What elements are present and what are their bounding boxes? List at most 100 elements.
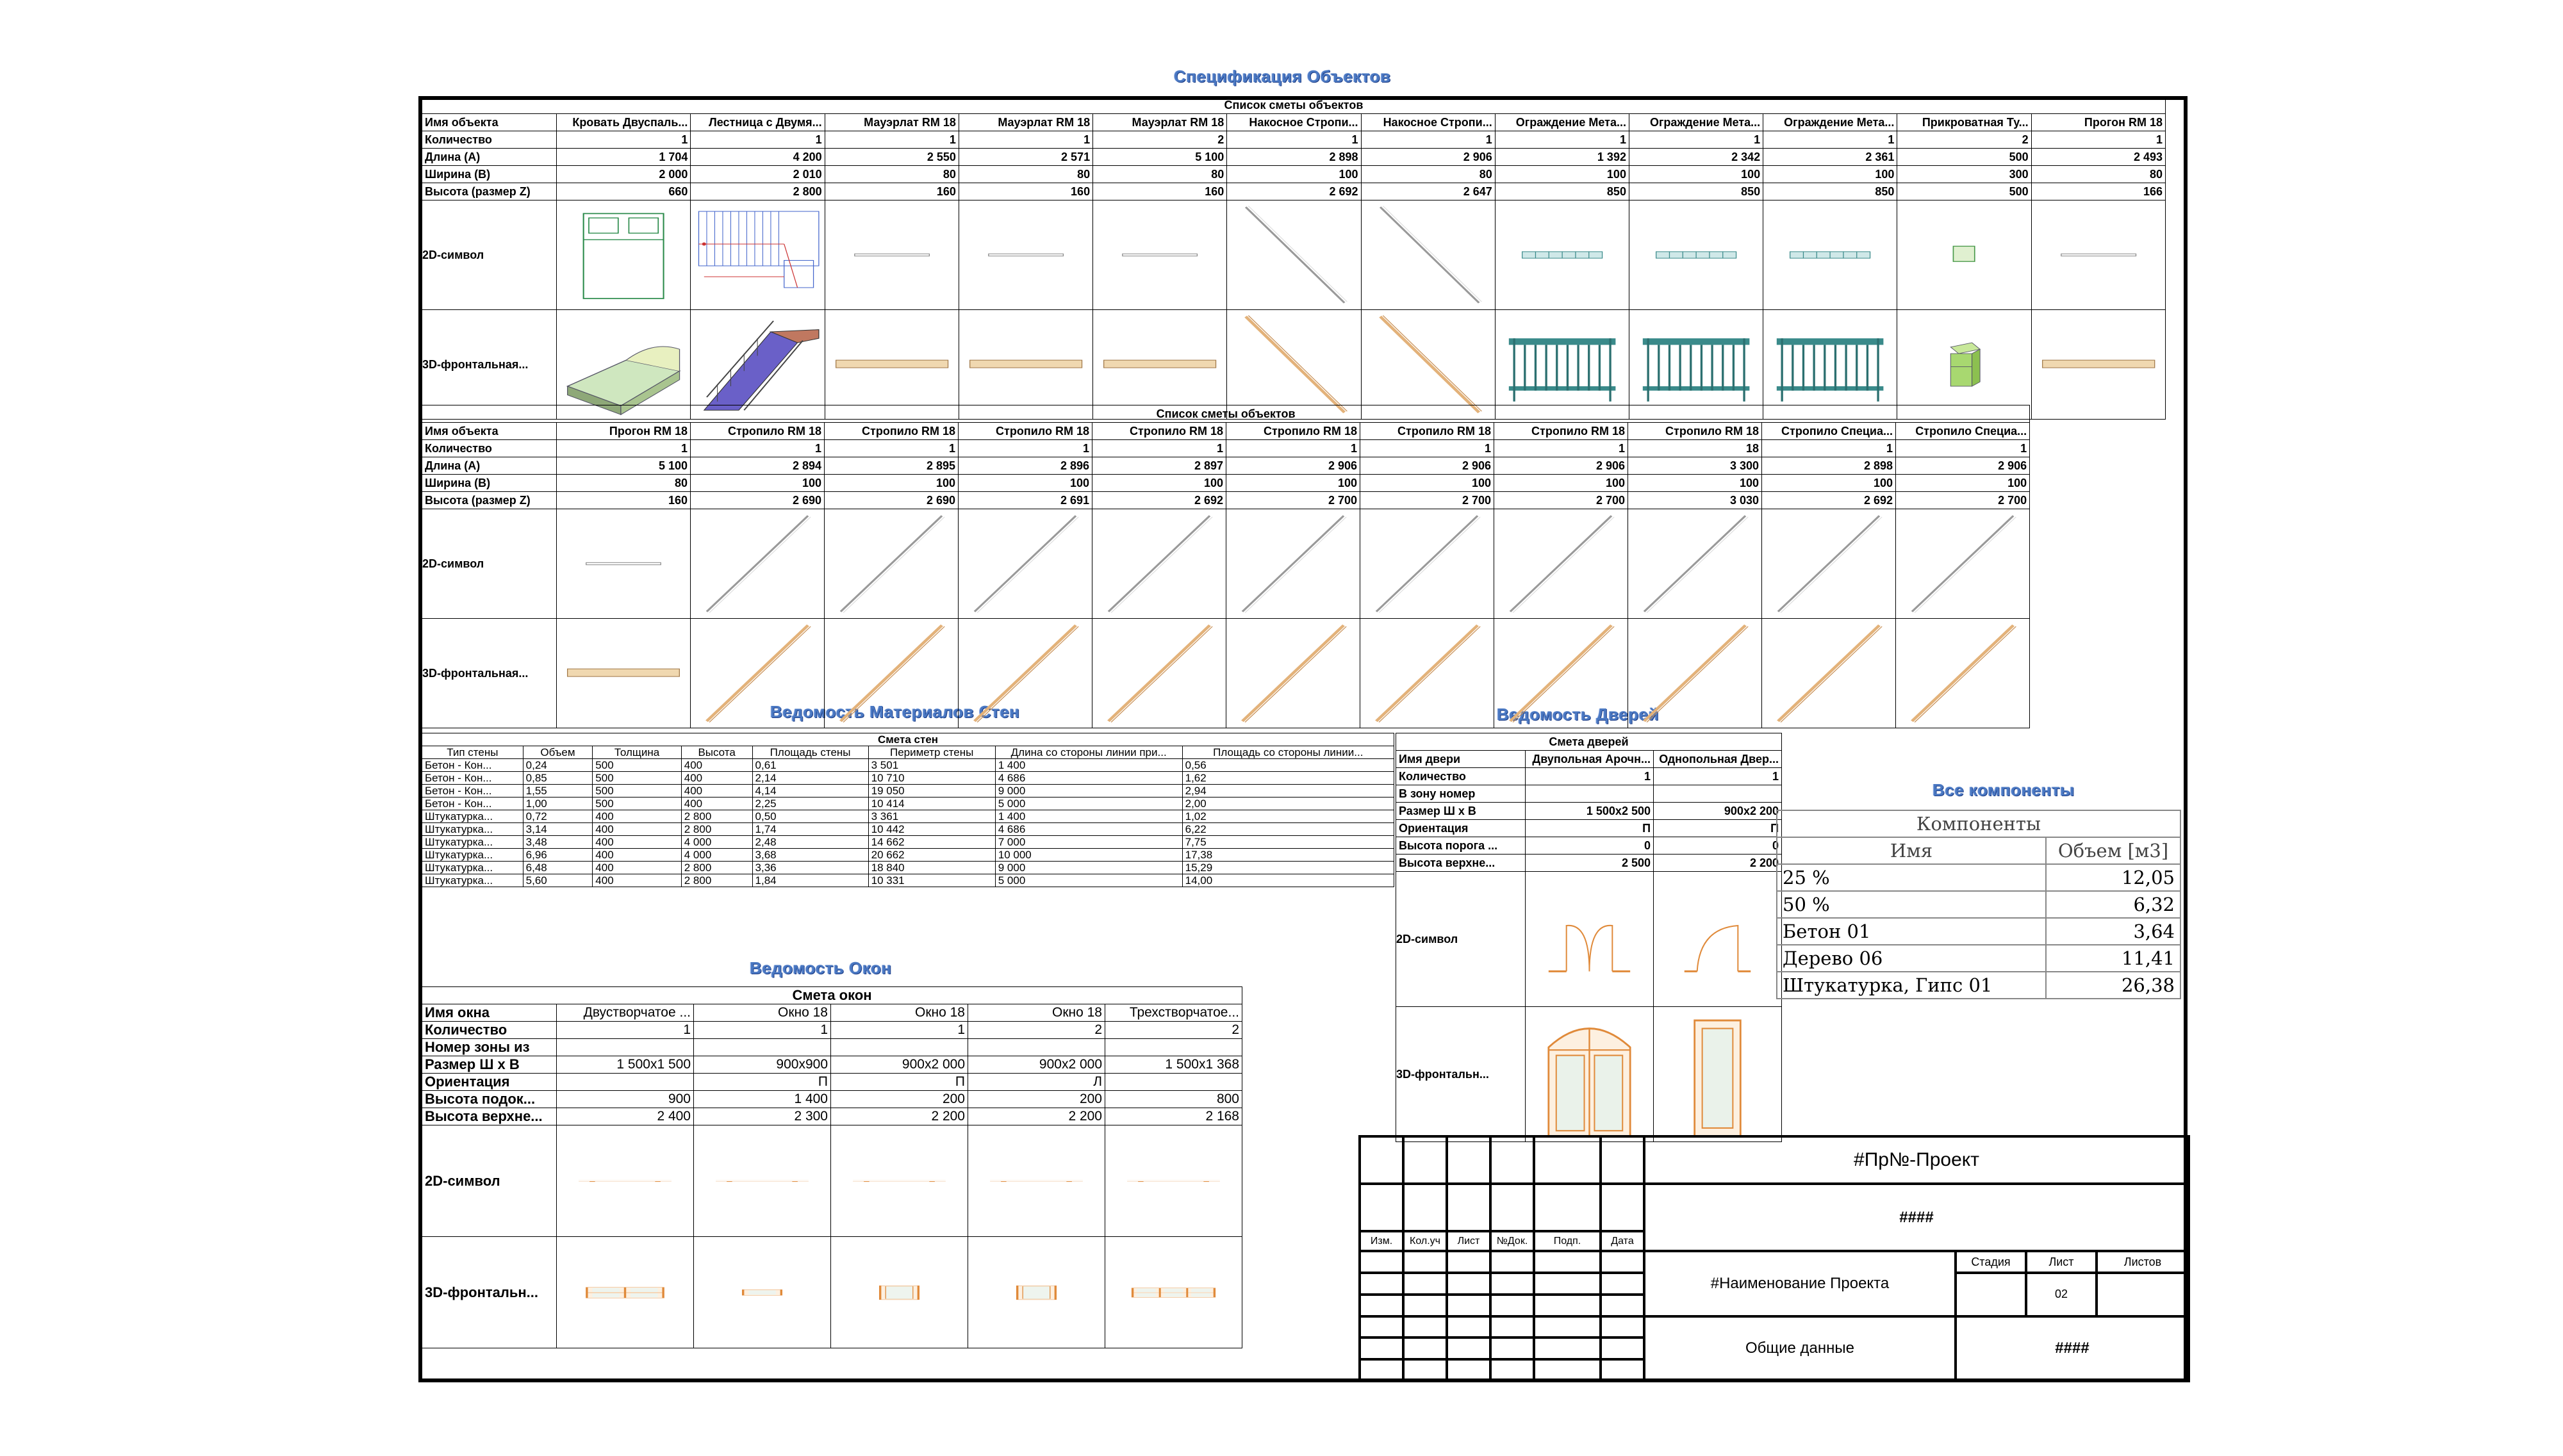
wall-cell: 2,94	[1182, 784, 1395, 798]
front-3d-icon	[705, 624, 811, 723]
window-value: 2 200	[830, 1108, 968, 1125]
object-value: 2 897	[1092, 457, 1226, 475]
object-name: Ограждение Мета...	[1494, 113, 1629, 131]
door-value: П	[1653, 819, 1782, 837]
object-value: 80	[1092, 165, 1228, 183]
front-3d-cell	[824, 618, 959, 728]
symbol-2d-icon	[1655, 251, 1737, 259]
column-header: Площадь стены	[752, 746, 869, 759]
wall-cell: 4 000	[680, 835, 753, 849]
door-value: 2 200	[1653, 854, 1782, 872]
tb-cell	[1446, 1250, 1492, 1275]
window-value: Окно 18	[968, 1004, 1105, 1022]
symbol-2d-icon	[705, 515, 811, 613]
object-name: Стропило RM 18	[1226, 422, 1360, 440]
windows-schedule: Смета окон Имя окна Двустворчатое ... Окно …	[422, 986, 1242, 1348]
wall-cell: 4,14	[752, 784, 869, 798]
row-label: Количество	[421, 131, 557, 149]
window-value: 1 500x1 500	[556, 1056, 694, 1074]
window-value: Л	[968, 1073, 1105, 1091]
object-value: 3 300	[1628, 457, 1762, 475]
column-header: Объем [м3]	[2045, 837, 2182, 865]
door-symbol-icon	[1684, 924, 1751, 972]
object-name: Ограждение Мета...	[1763, 113, 1898, 131]
wall-cell: 1,02	[1182, 810, 1395, 823]
wall-cell: 400	[680, 797, 753, 810]
tb-cell	[1533, 1135, 1602, 1185]
object-name: Ограждение Мета...	[1628, 113, 1764, 131]
object-value: 2 700	[1895, 491, 2031, 509]
symbol-2d-cell	[1494, 509, 1628, 619]
object-value: 1	[1761, 439, 1896, 457]
front-3d-cell	[1763, 309, 1898, 420]
wall-cell: 500	[592, 758, 682, 772]
window-front-icon	[586, 1286, 664, 1298]
row-label: 3D-фронтальн...	[1396, 1006, 1526, 1142]
symbol-2d-icon	[582, 213, 664, 299]
tb-general: Общие данные	[1643, 1314, 1957, 1383]
windows-title: Ведомость Окон	[750, 958, 892, 977]
symbol-2d-icon	[1643, 515, 1749, 613]
window-value: 2	[1105, 1021, 1242, 1039]
column-header: Объем	[522, 746, 593, 759]
tb-cell	[1599, 1272, 1645, 1296]
symbol-2d-icon	[586, 562, 661, 566]
object-name: Стропило RM 18	[1494, 422, 1628, 440]
object-name: Стропило RM 18	[1092, 422, 1226, 440]
walls-schedule: Смета стен Тип стены Объем Толщина Высота Пло…	[422, 733, 1395, 887]
column-header: Имя	[1776, 837, 2047, 865]
object-value: 2 690	[690, 491, 825, 509]
door-value: 1 500x2 500	[1525, 802, 1654, 820]
wall-cell: 3,48	[522, 835, 593, 849]
object-name: Лестница с Двумя...	[690, 113, 825, 131]
object-value: 160	[824, 183, 959, 200]
row-label: Количество	[422, 1021, 557, 1039]
object-value: 5 100	[556, 457, 691, 475]
object-value: 100	[690, 474, 825, 492]
tb-sheets-label: Листов	[2095, 1250, 2190, 1275]
tb-cell	[1599, 1336, 1645, 1361]
tb-stage	[1954, 1272, 2027, 1318]
tb-cell	[1402, 1250, 1448, 1275]
wall-cell: Бетон - Кон...	[422, 797, 523, 810]
wall-cell: 2 800	[680, 874, 753, 887]
object-value: 1	[2031, 131, 2166, 149]
symbol-2d-cell	[958, 509, 1092, 619]
front-3d-icon	[1950, 342, 1981, 387]
row-label: Имя двери	[1396, 750, 1526, 768]
symbol-2d-cell	[556, 509, 691, 619]
symbol-2d-cell	[824, 200, 959, 310]
symbol-2d-icon	[853, 253, 930, 257]
tb-cell	[1358, 1135, 1405, 1185]
tb-cell	[1402, 1358, 1448, 1382]
window-value: 200	[830, 1090, 968, 1108]
object-value: 2 692	[1092, 491, 1226, 509]
wall-cell: 4 686	[994, 771, 1183, 785]
component-volume: 11,41	[2045, 944, 2182, 972]
table-caption: Смета окон	[422, 986, 1242, 1004]
front-3d-cell	[958, 309, 1094, 420]
door-value	[1525, 785, 1654, 803]
object-value: 850	[1628, 183, 1764, 200]
front-3d-cell	[958, 618, 1092, 728]
object-value: 500	[1897, 183, 2032, 200]
symbol-2d-cell	[556, 200, 691, 310]
wall-cell: 10 442	[868, 822, 996, 836]
row-label: Длина (A)	[421, 148, 557, 166]
wall-cell: 18 840	[868, 861, 996, 874]
symbol-2d-icon	[1241, 515, 1347, 613]
wall-cell: Штукатурка...	[422, 861, 523, 874]
column-header: Периметр стены	[868, 746, 996, 759]
objects-schedule-2: Список сметы объектов Имя объекта Прогон R…	[421, 405, 2031, 728]
window-symbol-icon	[1127, 1180, 1220, 1182]
table-caption: Список сметы объектов	[422, 96, 2166, 114]
symbol-2d-cell	[690, 200, 825, 310]
object-value: 1	[1092, 439, 1226, 457]
wall-cell: 3 501	[868, 758, 996, 772]
tb-cell	[1446, 1336, 1492, 1361]
symbol-2d-cell	[1226, 509, 1360, 619]
symbol-2d-icon	[1245, 206, 1348, 304]
door-front-icon	[1694, 1019, 1742, 1138]
window-value: 1	[556, 1021, 694, 1039]
window-value: 900x900	[693, 1056, 831, 1074]
